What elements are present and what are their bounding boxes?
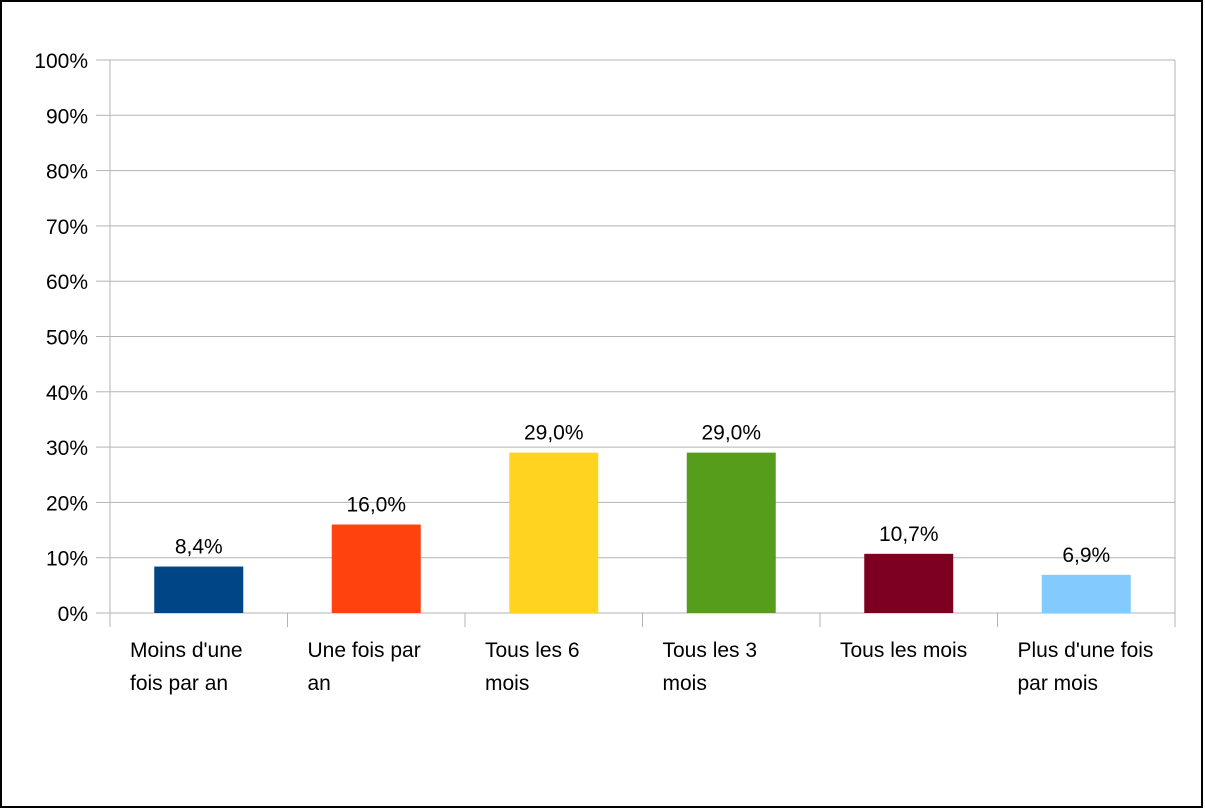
x-category-label-line: Moins d'une [130,639,243,662]
data-label: 8,4% [175,536,223,559]
data-label: 16,0% [346,494,406,517]
data-labels: 8,4% 16,0% 29,0% 29,0% 10,7% 6,9% [175,422,1110,567]
y-tick-label: 40% [46,382,88,405]
bar [1041,574,1131,613]
x-category-label-line: mois [485,672,529,695]
x-category-label-line: par mois [1018,672,1099,695]
bar [331,524,421,613]
bars [154,452,1131,613]
x-category-label: Plus d'une fois par mois [1018,639,1154,695]
y-axis-ticks: 0% 10% 20% 30% 40% 50% 60% 70% 80% 90% 100% [34,50,88,626]
y-tick-label: 50% [46,327,88,350]
y-tick-label: 100% [34,50,88,73]
x-category-label: Tous les 6 mois [485,639,580,695]
x-category-label-line: an [308,672,331,695]
x-category-label-line: Une fois par [308,639,421,662]
x-category-label-line: Tous les 3 [663,639,758,662]
x-axis: Moins d'une fois par an Une fois par an Tous… [109,613,1176,695]
bar [154,566,244,613]
x-category-label: Une fois par an [308,639,421,695]
data-label: 29,0% [524,422,584,445]
x-category-label-line: mois [663,672,707,695]
data-label: 10,7% [879,523,939,546]
y-tick-label: 30% [46,437,88,460]
bar [686,452,776,613]
y-tick-label: 10% [46,548,88,571]
x-category-label-line: Tous les 6 [485,639,580,662]
y-tick-label: 90% [46,105,88,128]
y-tick-label: 80% [46,161,88,184]
x-category-label-line: fois par an [130,672,228,695]
x-category-label: Tous les 3 mois [663,639,758,695]
x-category-label-line: Plus d'une fois [1018,639,1154,662]
bar [864,553,954,613]
y-tick-label: 0% [58,603,88,626]
x-category-label: Tous les mois [840,639,967,662]
gridlines [96,59,1176,614]
y-tick-label: 60% [46,271,88,294]
x-category-label: Moins d'une fois par an [130,639,243,695]
data-label: 6,9% [1062,544,1110,567]
bar [509,452,599,613]
y-tick-label: 70% [46,216,88,239]
x-category-label-line: Tous les mois [840,639,967,662]
y-tick-label: 20% [46,492,88,515]
data-label: 29,0% [701,422,761,445]
